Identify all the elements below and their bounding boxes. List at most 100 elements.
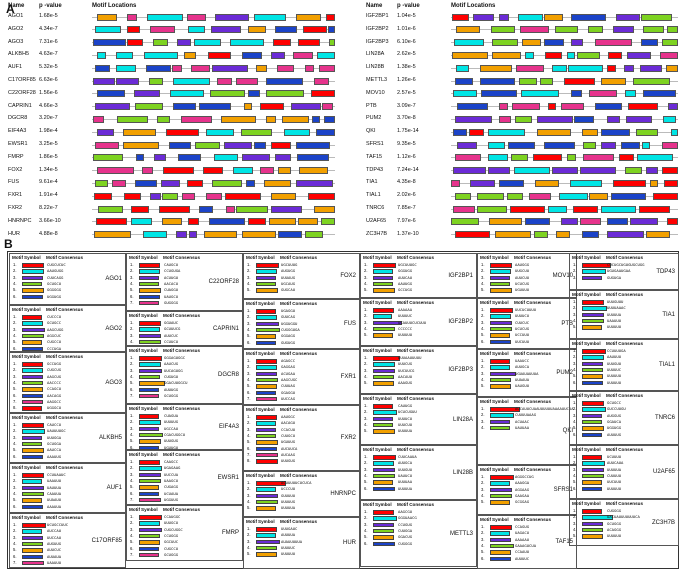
motif-segment: [487, 154, 508, 162]
col-motif-header: Motif: [363, 300, 374, 305]
motif-symbol: [139, 472, 161, 478]
motif-symbol: [256, 340, 276, 345]
motif-symbol: [373, 326, 395, 332]
motif-consensus: UUCUCUUUU: [515, 307, 537, 312]
motif-segment: [630, 218, 658, 226]
motif-consensus: UGUUGU: [164, 444, 179, 450]
motif-segment: [173, 77, 211, 85]
motif-symbol: [139, 552, 160, 558]
motif-symbol: [490, 326, 512, 332]
col-consensus-header: Motif Consensus: [397, 502, 435, 507]
motif-consensus: AGGGCCUG: [515, 474, 534, 479]
motif-consensus: CUUUUAAAG: [515, 412, 537, 418]
motif-symbol: [22, 485, 45, 491]
motif-segment: [198, 103, 232, 111]
motif-number: 1.: [573, 508, 577, 513]
motif-consensus: UUUUCU: [398, 415, 413, 421]
motif-symbol: [22, 387, 44, 392]
protein-label: IGF2BP1: [448, 272, 473, 279]
motif-symbol: [373, 368, 396, 374]
motif-number: 6.: [130, 490, 134, 496]
motif-segment: [470, 179, 496, 187]
motif-consensus: UAAUCC: [515, 358, 530, 363]
motif-consensus: GGGUAACG: [398, 515, 417, 521]
col-consensus-header: Motif Consensus: [606, 501, 644, 506]
motif-segment: [186, 179, 204, 187]
motif-consensus: UAUGCU: [164, 293, 179, 299]
motif-segment: [152, 39, 168, 47]
motif-symbol: [582, 349, 606, 354]
motif-symbol: [490, 425, 510, 431]
protein-name: MOV10: [366, 89, 385, 96]
motif-symbol: [139, 460, 160, 465]
motif-consensus: CUUCAAUA: [398, 454, 417, 459]
motif-consensus: UGUGAAUGAA: [607, 268, 631, 274]
protein-name: ZC3H7B: [366, 230, 388, 237]
protein-label: LIN28B: [452, 469, 473, 476]
motif-box: Motif Symbol Motif Consensus 1. AUCAUUCUAAUU…: [477, 397, 577, 465]
motif-segment: [236, 77, 258, 85]
motif-number: 5.: [13, 447, 17, 453]
p-value: 4.88e-8: [39, 230, 58, 237]
motif-number: 4.: [247, 326, 251, 332]
motif-consensus: ACUUGU: [164, 274, 179, 280]
motif-location-track: [451, 179, 678, 187]
motif-segment: [663, 115, 676, 123]
motif-number: 5.: [481, 549, 485, 555]
motif-segment: [123, 128, 157, 136]
motif-segment: [668, 103, 678, 111]
motif-number: 6.: [364, 540, 368, 546]
motif-segment: [454, 154, 482, 162]
motif-symbol: [582, 480, 603, 485]
motif-consensus: CCUGGG: [164, 532, 179, 538]
col-motif-header: Motif: [363, 255, 374, 260]
motif-number: 1.: [247, 414, 251, 419]
motif-consensus: AUUCUC: [164, 332, 179, 338]
col-motif-header: Motif: [129, 313, 140, 318]
protein-label: METTL3: [449, 530, 473, 537]
motif-consensus: AAGGCC: [47, 398, 62, 404]
motif-location-track: [92, 77, 335, 85]
motif-number: 4.: [247, 280, 251, 286]
motif-segment: [456, 103, 488, 111]
motif-segment: [495, 231, 531, 239]
motif-segment: [525, 51, 534, 59]
motif-number: 4.: [13, 490, 17, 496]
motif-segment: [320, 218, 335, 226]
protein-label: HUR: [343, 540, 356, 546]
protein-name: PTB: [366, 102, 377, 109]
motif-number: 5.: [130, 484, 134, 490]
motif-segment: [224, 141, 252, 149]
col-consensus-header: Motif Consensus: [46, 465, 84, 470]
motif-segment: [580, 167, 616, 175]
motif-symbol: [582, 318, 604, 324]
motif-symbol: [139, 288, 162, 293]
motif-segment: [498, 103, 509, 111]
motif-symbol: [373, 404, 393, 409]
motif-number: 1.: [13, 522, 17, 527]
motif-segment: [271, 205, 303, 213]
motif-symbol: [256, 288, 279, 293]
motif-segment: [96, 13, 117, 21]
motif-consensus: UGAGAAG: [164, 465, 181, 471]
motif-symbol: [256, 377, 279, 383]
motif-segment: [141, 167, 153, 175]
motif-segment: [181, 115, 212, 123]
motif-consensus: AAGCUGG: [47, 326, 64, 332]
motif-consensus: UUUUUA: [281, 505, 296, 511]
motif-consensus: CUGUGU: [164, 373, 179, 379]
motif-consensus: UAAGCU: [164, 477, 179, 483]
motif-consensus: CUGCCU: [47, 339, 62, 345]
p-value: 4.35e-8: [397, 179, 416, 186]
motif-consensus: CCUGUGA: [164, 268, 181, 274]
motif-symbol: [373, 281, 393, 287]
motif-segment: [508, 141, 536, 149]
motif-symbol: [373, 429, 396, 434]
motif-symbol: [22, 448, 45, 453]
motif-symbol: [22, 454, 43, 459]
motif-consensus: CUAGGU: [164, 287, 179, 293]
motif-consensus: CUUCAGG: [47, 274, 64, 280]
motif-consensus: UACUAUUUUUUUCA: [607, 514, 640, 520]
motif-number: 6.: [573, 379, 577, 385]
motif-number: 5.: [130, 539, 134, 545]
